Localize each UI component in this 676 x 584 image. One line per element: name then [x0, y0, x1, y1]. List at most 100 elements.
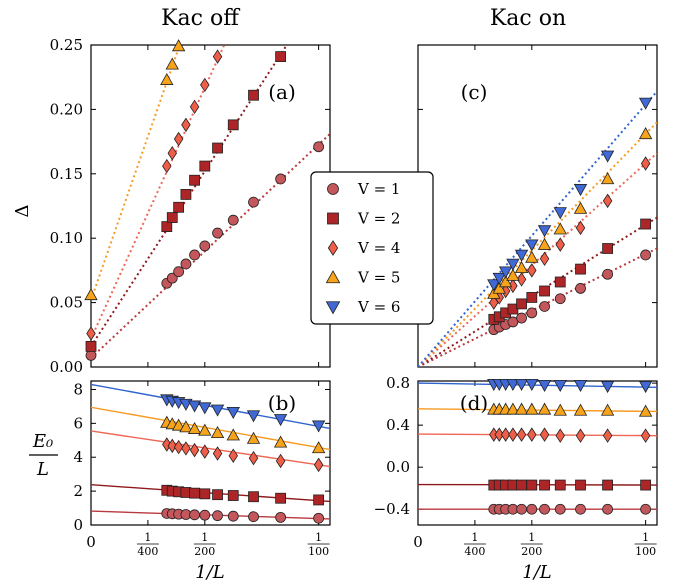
- data-point-v4: [575, 428, 586, 443]
- data-point-v2: [526, 479, 538, 491]
- x-tick-label-denominator: 100: [308, 545, 329, 558]
- data-point-v1: [212, 510, 223, 522]
- fit-line-v4: [418, 433, 657, 437]
- data-point-v1: [313, 141, 325, 153]
- fit-line-v2: [91, 483, 330, 503]
- data-point-v2: [275, 492, 287, 504]
- data-point-v6: [537, 225, 552, 238]
- y-tick-label: 2: [73, 482, 83, 500]
- fit-line-v1: [91, 510, 330, 520]
- data-point-v6: [600, 381, 615, 394]
- data-point-v1: [554, 503, 566, 515]
- data-point-v4: [500, 427, 511, 442]
- y-tick-label: 0: [73, 516, 83, 534]
- data-point-v5: [525, 250, 539, 263]
- data-point-v1: [640, 249, 652, 261]
- data-point-v6: [487, 279, 501, 292]
- fit-lines: [418, 382, 657, 510]
- plot-frame: [417, 380, 658, 526]
- legend-marker-5: [325, 301, 341, 315]
- data-point-v2: [516, 479, 527, 491]
- fit-line-v5: [91, 406, 330, 451]
- data-point-v1: [227, 510, 239, 522]
- data-points: [160, 394, 326, 524]
- x-tick-label-denominator: 200: [521, 545, 542, 558]
- legend-marker-3: [327, 240, 339, 256]
- legend-box: [310, 171, 434, 325]
- column-title-kac-on: Kac on: [490, 6, 566, 31]
- xlabel-right: 1/L: [522, 562, 551, 583]
- panel-label: (d): [460, 391, 488, 415]
- data-point-v4: [539, 251, 550, 267]
- data-point-v2: [212, 489, 223, 501]
- legend-marker-4: [325, 270, 341, 284]
- data-point-v4: [602, 428, 613, 443]
- data-point-v4: [313, 457, 324, 473]
- data-point-v6: [553, 380, 567, 393]
- data-point-v1: [575, 283, 586, 294]
- ylabel-delta: Δ: [12, 205, 33, 218]
- fit-line-v4: [91, 45, 226, 340]
- data-point-v2: [180, 189, 192, 200]
- fit-line-v1: [418, 247, 657, 367]
- data-point-v2: [602, 243, 614, 254]
- legend-marker-1: [327, 183, 339, 195]
- data-point-v5: [573, 403, 588, 416]
- data-point-v5: [171, 418, 186, 431]
- data-point-v2: [539, 285, 550, 297]
- data-point-v6: [638, 97, 653, 110]
- panel-label: (b): [268, 391, 296, 415]
- data-point-v6: [514, 249, 529, 262]
- legend-label: V = 2: [357, 210, 400, 228]
- data-point-v1: [227, 214, 239, 226]
- data-point-v2: [212, 142, 223, 154]
- data-point-v1: [516, 312, 527, 324]
- fit-line-v1: [91, 133, 330, 359]
- data-point-v4: [602, 193, 613, 209]
- data-point-v5: [525, 402, 539, 415]
- data-point-v4: [516, 427, 527, 442]
- data-point-v2: [275, 51, 287, 62]
- data-point-v6: [198, 402, 212, 415]
- data-point-v2: [173, 201, 185, 213]
- data-point-v6: [506, 258, 520, 271]
- fit-line-v4: [418, 152, 657, 367]
- data-point-v1: [575, 503, 586, 515]
- data-point-v5: [160, 72, 174, 85]
- data-point-v1: [199, 509, 211, 521]
- data-point-v5: [638, 404, 653, 417]
- fit-line-v2: [418, 216, 657, 367]
- panel-label: (a): [268, 80, 296, 104]
- ylabel-energy-per-site: E₀ L: [29, 431, 58, 480]
- data-point-v5: [311, 441, 326, 454]
- legend-label: V = 6: [357, 298, 400, 316]
- data-point-v4: [555, 237, 565, 252]
- y-tick-label: 8: [73, 380, 83, 398]
- x-tick-label-denominator: 400: [137, 545, 158, 558]
- data-point-v6: [506, 378, 520, 391]
- data-point-v6: [525, 378, 539, 391]
- data-point-v2: [227, 490, 239, 501]
- data-point-v4: [539, 427, 550, 442]
- data-point-v5: [179, 420, 193, 433]
- data-point-v6: [573, 380, 588, 393]
- data-point-v5: [498, 275, 513, 288]
- x-tick-label-numerator: 1: [201, 531, 208, 544]
- data-point-v1: [189, 249, 200, 261]
- data-point-v5: [600, 172, 615, 185]
- legend: V = 1 V = 2 V = 4 V = 5 V = 6: [310, 171, 434, 325]
- data-point-v1: [516, 503, 527, 515]
- data-points: [487, 378, 653, 515]
- y-tick-label: 0.20: [50, 100, 83, 118]
- data-point-v2: [85, 340, 97, 352]
- data-point-v1: [166, 272, 178, 284]
- data-point-v1: [526, 503, 538, 515]
- data-point-v1: [640, 503, 652, 515]
- data-point-v5: [187, 421, 202, 434]
- fit-line-v6: [91, 383, 330, 430]
- y-tick-label: 0.4: [386, 416, 410, 434]
- data-point-v6: [187, 400, 202, 413]
- legend-label: V = 4: [357, 239, 400, 257]
